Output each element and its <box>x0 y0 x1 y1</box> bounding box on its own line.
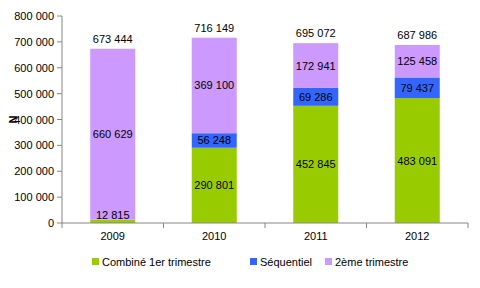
data-label: 69 286 <box>299 91 333 103</box>
data-label: 56 248 <box>197 134 231 146</box>
bars <box>90 38 440 223</box>
bar-segment <box>395 98 440 223</box>
y-tick-label: 200 000 <box>14 165 54 177</box>
legend-label: Séquentiel <box>260 256 312 268</box>
total-label: 716 149 <box>194 22 234 34</box>
data-label: 452 845 <box>296 158 336 170</box>
legend: Combiné 1er trimestre Séquentiel 2ème trim… <box>92 256 408 268</box>
y-tick <box>57 16 62 17</box>
bar-segment <box>90 49 135 220</box>
total-label: 673 444 <box>93 33 133 45</box>
data-label: 483 091 <box>397 155 437 167</box>
legend-label: Combiné 1er trimestre <box>102 256 211 268</box>
chart: 12 815 660 629 673 444 290 801 56 248 369 100… <box>0 0 480 288</box>
data-label: 172 941 <box>296 60 336 72</box>
y-tick <box>57 145 62 146</box>
bar-segment <box>192 133 237 148</box>
axes: 0 100 000 200 000 300 000 400 000 500 000 600 … <box>14 10 468 242</box>
y-tick-label: 500 000 <box>14 88 54 100</box>
y-axis-label: N <box>7 115 19 123</box>
bar-segment <box>395 45 440 77</box>
x-tick-label: 2009 <box>101 230 125 242</box>
y-tick-label: 800 000 <box>14 10 54 22</box>
x-tick <box>468 223 469 228</box>
bar-segment <box>293 43 338 88</box>
x-tick <box>62 223 63 228</box>
y-tick <box>57 41 62 42</box>
y-tick-label: 400 000 <box>14 114 54 126</box>
legend-swatch <box>92 258 99 265</box>
legend-label: 2ème trimestre <box>335 256 408 268</box>
data-labels: 12 815 660 629 673 444 290 801 56 248 369 100… <box>93 22 437 221</box>
data-label: 79 437 <box>400 82 434 94</box>
x-tick-label: 2010 <box>202 230 226 242</box>
bar-segment <box>293 106 338 223</box>
legend-swatch <box>250 258 257 265</box>
y-tick-label: 0 <box>48 217 54 229</box>
total-label: 695 072 <box>296 27 336 39</box>
legend-swatch <box>325 258 332 265</box>
bar-segment <box>192 38 237 134</box>
y-tick <box>57 223 62 224</box>
y-tick <box>57 93 62 94</box>
data-label: 660 629 <box>93 128 133 140</box>
x-tick <box>265 223 266 228</box>
y-tick-label: 700 000 <box>14 36 54 48</box>
x-tick-label: 2011 <box>304 230 328 242</box>
data-label: 290 801 <box>194 179 234 191</box>
data-label: 125 458 <box>397 55 437 67</box>
x-tick <box>163 223 164 228</box>
total-label: 687 986 <box>397 29 437 41</box>
y-tick <box>57 119 62 120</box>
bar-segment <box>293 88 338 106</box>
y-tick-label: 100 000 <box>14 191 54 203</box>
data-label: 12 815 <box>96 209 130 221</box>
y-tick <box>57 171 62 172</box>
y-tick-label: 300 000 <box>14 139 54 151</box>
data-label: 369 100 <box>194 79 234 91</box>
y-tick <box>57 197 62 198</box>
x-tick <box>366 223 367 228</box>
y-tick <box>57 67 62 68</box>
y-tick-label: 600 000 <box>14 62 54 74</box>
bar-segment <box>395 77 440 98</box>
bar-segment <box>192 148 237 223</box>
x-tick-label: 2012 <box>405 230 429 242</box>
